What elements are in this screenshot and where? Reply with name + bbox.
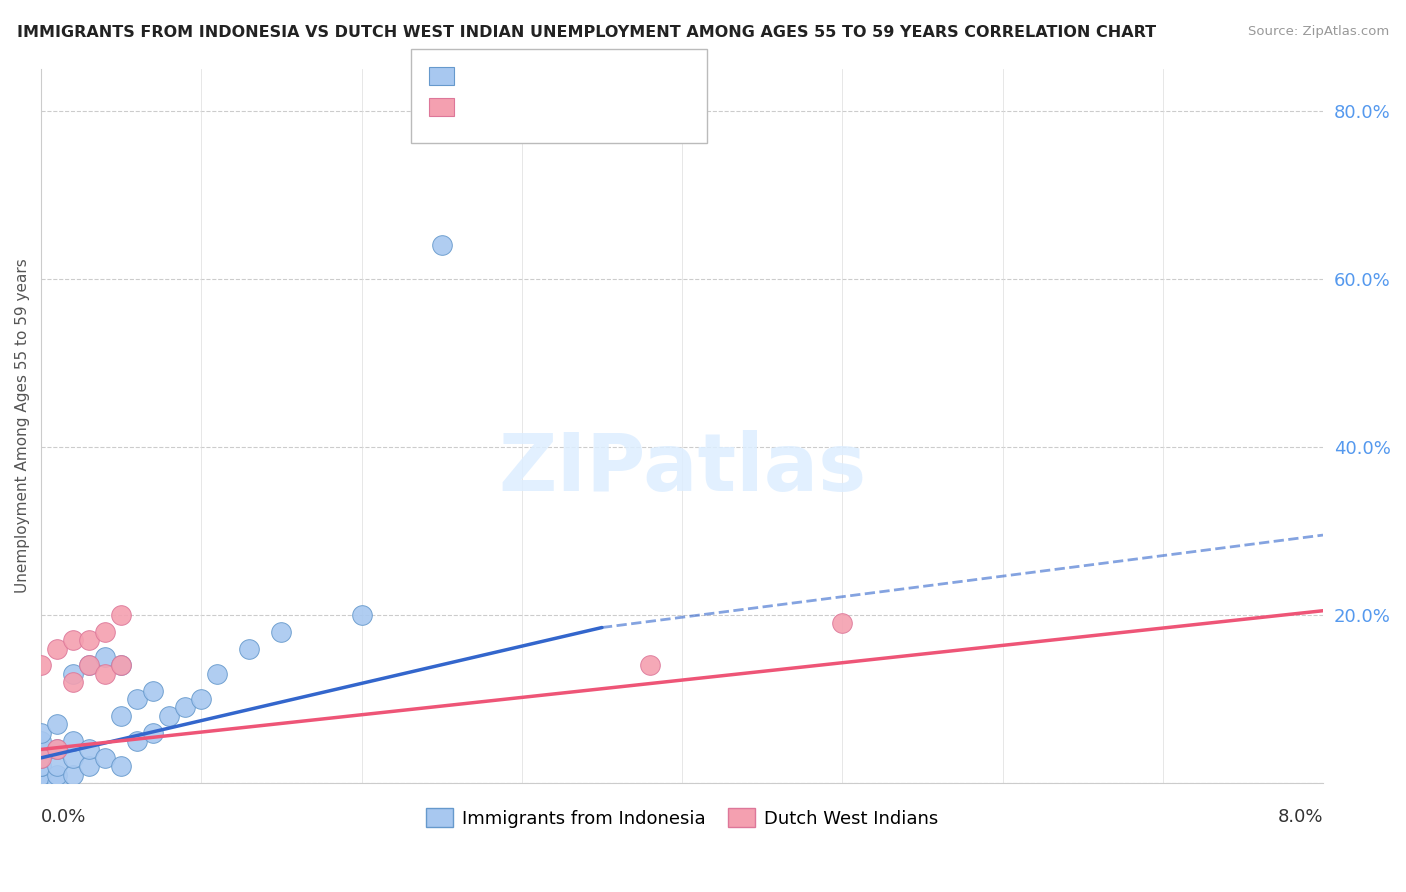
Point bbox=[77, 658, 100, 673]
Text: IMMIGRANTS FROM INDONESIA VS DUTCH WEST INDIAN UNEMPLOYMENT AMONG AGES 55 TO 59 : IMMIGRANTS FROM INDONESIA VS DUTCH WEST … bbox=[17, 25, 1156, 40]
Point bbox=[30, 776, 52, 790]
Point bbox=[46, 641, 69, 656]
Point bbox=[127, 734, 149, 748]
Text: R =: R = bbox=[463, 100, 501, 118]
Point bbox=[94, 624, 117, 639]
Point bbox=[46, 776, 69, 790]
Point bbox=[46, 767, 69, 781]
Point bbox=[77, 633, 100, 648]
Point bbox=[77, 742, 100, 756]
Point bbox=[46, 759, 69, 773]
Point bbox=[190, 692, 212, 706]
Point bbox=[77, 759, 100, 773]
Point bbox=[350, 607, 373, 622]
Text: ZIPatlas: ZIPatlas bbox=[498, 430, 866, 508]
Point bbox=[62, 734, 84, 748]
Text: 8.0%: 8.0% bbox=[1278, 808, 1323, 826]
Point bbox=[110, 607, 132, 622]
Point bbox=[110, 658, 132, 673]
Point bbox=[174, 700, 197, 714]
Point bbox=[30, 776, 52, 790]
Text: 0.589: 0.589 bbox=[509, 100, 564, 118]
Point bbox=[142, 725, 165, 739]
Point bbox=[46, 717, 69, 731]
Legend: Immigrants from Indonesia, Dutch West Indians: Immigrants from Indonesia, Dutch West In… bbox=[419, 801, 945, 835]
Point bbox=[30, 751, 52, 765]
Text: R =: R = bbox=[463, 69, 501, 87]
Text: 14: 14 bbox=[617, 100, 641, 118]
Point bbox=[157, 708, 180, 723]
Point bbox=[94, 666, 117, 681]
Point bbox=[110, 658, 132, 673]
Point bbox=[30, 759, 52, 773]
Point bbox=[127, 692, 149, 706]
Point bbox=[46, 742, 69, 756]
Point bbox=[110, 708, 132, 723]
Point bbox=[62, 751, 84, 765]
Point bbox=[30, 658, 52, 673]
Point bbox=[142, 683, 165, 698]
Point bbox=[30, 759, 52, 773]
Text: N =: N = bbox=[568, 100, 617, 118]
Point bbox=[62, 666, 84, 681]
Point bbox=[94, 751, 117, 765]
Point bbox=[831, 616, 853, 631]
Text: 0.0%: 0.0% bbox=[41, 808, 87, 826]
Point bbox=[46, 742, 69, 756]
Point bbox=[77, 658, 100, 673]
Point bbox=[94, 649, 117, 664]
Point bbox=[30, 734, 52, 748]
Point bbox=[110, 759, 132, 773]
Point bbox=[30, 767, 52, 781]
Point bbox=[30, 742, 52, 756]
Point bbox=[238, 641, 260, 656]
Text: 0.217: 0.217 bbox=[509, 69, 564, 87]
Text: Source: ZipAtlas.com: Source: ZipAtlas.com bbox=[1249, 25, 1389, 38]
Point bbox=[30, 767, 52, 781]
Point bbox=[62, 767, 84, 781]
Y-axis label: Unemployment Among Ages 55 to 59 years: Unemployment Among Ages 55 to 59 years bbox=[15, 259, 30, 593]
Point bbox=[62, 633, 84, 648]
Point bbox=[270, 624, 292, 639]
Point bbox=[30, 725, 52, 739]
Point bbox=[638, 658, 661, 673]
Point bbox=[30, 751, 52, 765]
Text: 39: 39 bbox=[617, 69, 641, 87]
Point bbox=[430, 238, 453, 252]
Text: N =: N = bbox=[568, 69, 617, 87]
Point bbox=[62, 675, 84, 690]
Point bbox=[207, 666, 229, 681]
